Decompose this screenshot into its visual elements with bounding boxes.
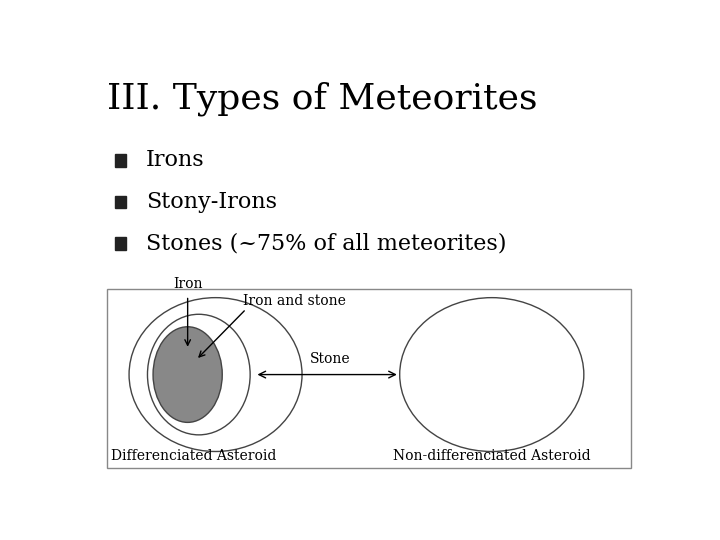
Text: Stones (~75% of all meteorites): Stones (~75% of all meteorites): [145, 233, 506, 254]
Text: III. Types of Meteorites: III. Types of Meteorites: [107, 82, 537, 116]
Text: Differenciated Asteroid: Differenciated Asteroid: [111, 449, 276, 463]
Bar: [107, 289, 631, 468]
Bar: [115, 154, 126, 167]
Bar: [115, 196, 126, 208]
Text: Stone: Stone: [310, 352, 350, 366]
Text: Iron: Iron: [173, 278, 202, 292]
Ellipse shape: [400, 298, 584, 451]
Bar: [115, 238, 126, 250]
Ellipse shape: [153, 327, 222, 422]
Text: Stony-Irons: Stony-Irons: [145, 191, 276, 213]
Text: Irons: Irons: [145, 150, 204, 171]
Text: Iron and stone: Iron and stone: [243, 294, 346, 308]
Text: Non-differenciated Asteroid: Non-differenciated Asteroid: [393, 449, 590, 463]
Ellipse shape: [129, 298, 302, 451]
Ellipse shape: [148, 314, 250, 435]
